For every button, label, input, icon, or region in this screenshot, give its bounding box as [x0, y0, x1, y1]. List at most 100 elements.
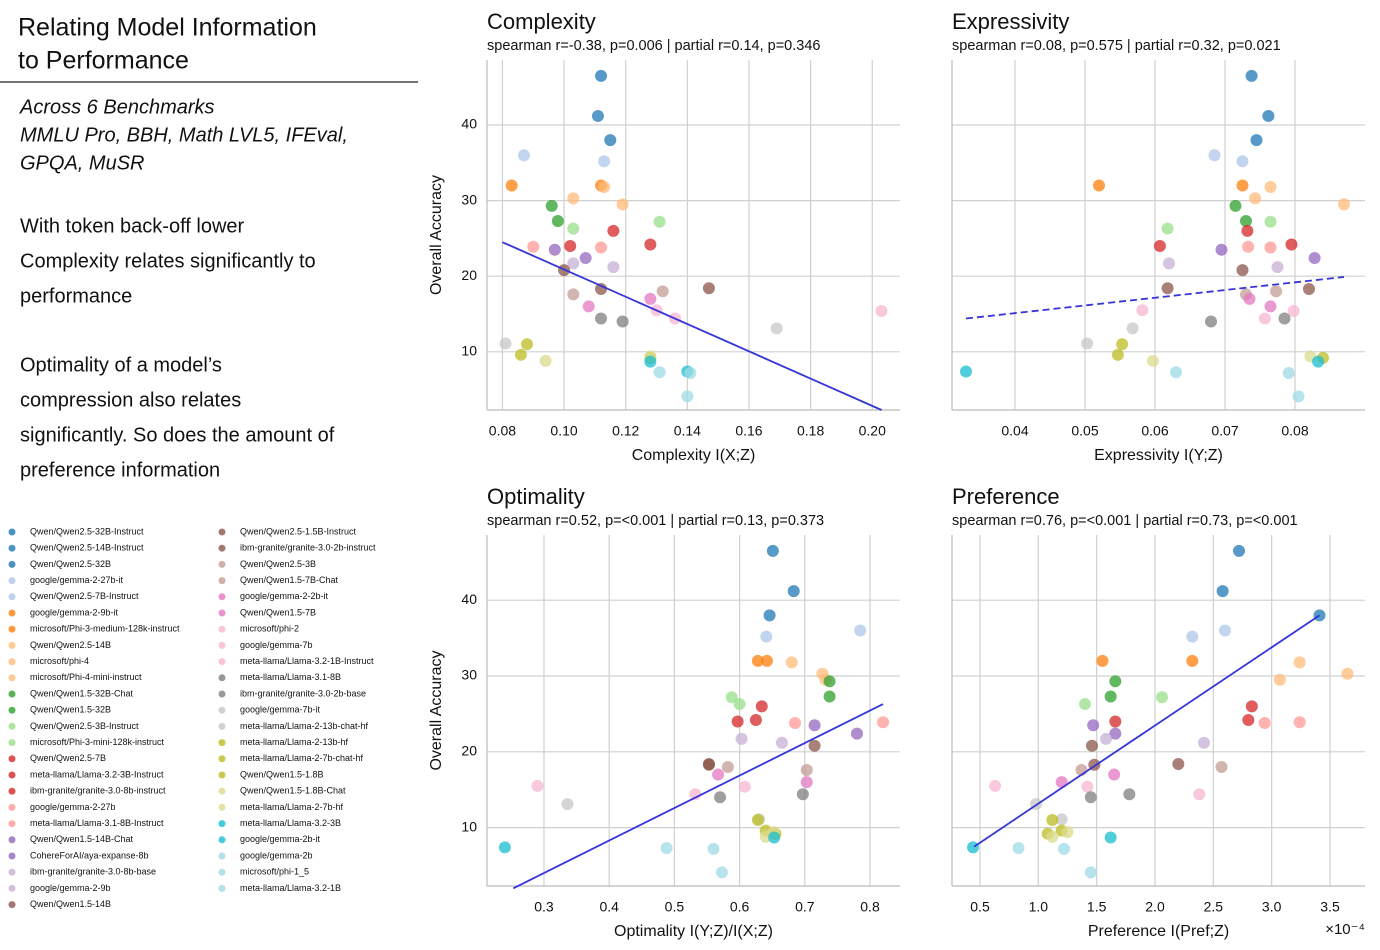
data-point: [1236, 179, 1249, 192]
data-point: [514, 348, 527, 361]
legend-marker: [218, 658, 226, 666]
legend-label: Qwen/Qwen1.5-32B-Chat: [30, 688, 134, 698]
data-point: [1081, 337, 1094, 350]
paragraph: significantly. So does the amount of: [20, 424, 335, 446]
data-point: [1264, 241, 1277, 254]
x-axis-label: Optimality I(Y;Z)/I(X;Z): [614, 923, 773, 940]
data-point: [1081, 780, 1094, 793]
data-point: [1245, 700, 1258, 713]
data-point: [1312, 355, 1325, 368]
legend-label: ibm-granite/granite-3.0-8b-base: [30, 867, 156, 877]
data-point: [1111, 348, 1124, 361]
legend-label: Qwen/Qwen1.5-14B-Chat: [30, 834, 134, 844]
data-point: [1243, 292, 1256, 305]
x-tick-label: 0.06: [1141, 423, 1168, 439]
data-point: [1116, 338, 1129, 351]
legend-marker: [8, 528, 16, 536]
x-tick-label: 0.16: [735, 423, 762, 439]
data-point: [660, 842, 673, 855]
legend-marker: [218, 690, 226, 698]
data-point: [689, 788, 702, 801]
data-point: [1229, 199, 1242, 212]
chart-title: Expressivity: [952, 9, 1069, 34]
y-tick-label: 40: [461, 116, 477, 132]
legend-label: Qwen/Qwen1.5-32B: [30, 705, 111, 715]
data-point: [591, 109, 604, 122]
data-point: [712, 768, 725, 781]
data-point: [1087, 719, 1100, 732]
data-point: [567, 257, 580, 270]
data-point: [775, 736, 788, 749]
legend-marker: [218, 771, 226, 779]
y-axis-label: Overall Accuracy: [428, 175, 445, 295]
page-title: Relating Model Information: [18, 14, 317, 42]
data-point: [766, 544, 779, 557]
data-point: [604, 134, 617, 147]
legend-label: meta-llama/Llama-2-13b-chat-hf: [240, 721, 369, 731]
fit-line: [502, 241, 882, 411]
data-point: [755, 700, 768, 713]
data-point: [877, 716, 890, 729]
data-point: [1264, 215, 1277, 228]
data-point: [548, 243, 561, 256]
data-point: [1241, 224, 1254, 237]
data-point: [653, 215, 666, 228]
data-point: [653, 366, 666, 379]
legend-label: microsoft/Phi-3-mini-128k-instruct: [30, 737, 165, 747]
data-point: [1250, 134, 1263, 147]
legend-marker: [218, 593, 226, 601]
fit-line: [512, 703, 884, 890]
x-tick-label: 0.4: [599, 899, 619, 915]
data-point: [1108, 768, 1121, 781]
data-point: [1126, 322, 1139, 335]
data-point: [656, 285, 669, 298]
legend-label: meta-llama/Llama-3.1-8B-Instruct: [30, 818, 164, 828]
data-point: [760, 630, 773, 643]
data-point: [1242, 713, 1255, 726]
paragraph: With token back-off lower: [20, 215, 245, 237]
data-point: [770, 322, 783, 335]
legend-label: microsoft/Phi-3-medium-128k-instruct: [30, 624, 180, 634]
data-point: [1262, 109, 1275, 122]
data-point: [808, 739, 821, 752]
data-point: [1208, 149, 1221, 162]
data-point: [1109, 715, 1122, 728]
data-point: [607, 261, 620, 274]
legend-label: google/gemma-2-27b: [30, 802, 116, 812]
data-point: [1055, 813, 1068, 826]
y-tick-label: 20: [461, 743, 477, 759]
data-point: [579, 252, 592, 265]
data-point: [1161, 222, 1174, 235]
data-point: [1308, 252, 1321, 265]
data-point: [1233, 544, 1245, 557]
data-point: [1084, 866, 1097, 879]
legend-label: Qwen/Qwen2.5-14B-Instruct: [30, 543, 144, 553]
x-tick-label: 0.20: [859, 423, 886, 439]
y-tick-label: 20: [461, 267, 477, 283]
legend-label: Qwen/Qwen2.5-32B-Instruct: [30, 526, 144, 536]
data-point: [582, 300, 595, 313]
legend-marker: [8, 787, 16, 795]
data-point: [785, 656, 798, 669]
x-tick-label: 1.5: [1087, 899, 1107, 915]
paragraph: compression also relates: [20, 389, 241, 411]
data-point: [751, 814, 764, 827]
x-axis-label: Preference I(Pref;Z): [1088, 923, 1229, 940]
data-point: [1240, 215, 1252, 228]
legend-marker: [8, 625, 16, 633]
data-point: [702, 282, 715, 295]
legend-marker: [218, 852, 226, 860]
data-point: [960, 365, 972, 378]
legend-label: Qwen/Qwen2.5-3B-Instruct: [30, 721, 139, 731]
data-point: [1219, 624, 1231, 637]
x-tick-label: 0.08: [1281, 423, 1308, 439]
x-tick-label: 0.5: [665, 899, 685, 915]
data-point: [1104, 690, 1117, 703]
data-point: [1338, 198, 1350, 211]
data-point: [1109, 727, 1122, 740]
data-point: [1123, 788, 1136, 801]
axis-offset: ×10⁻⁴: [1325, 921, 1365, 938]
x-tick-label: 0.10: [550, 423, 577, 439]
data-point: [598, 155, 611, 168]
